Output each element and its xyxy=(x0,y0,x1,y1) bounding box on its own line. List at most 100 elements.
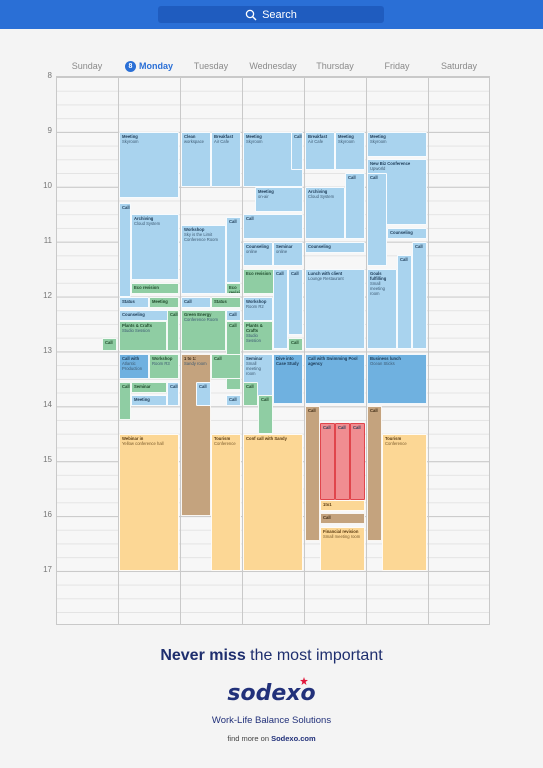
day-header-monday[interactable]: 8 Monday xyxy=(118,61,180,73)
calendar-event[interactable]: Meeting Skyroom xyxy=(367,131,427,157)
search-bar[interactable]: Search xyxy=(158,6,384,23)
calendar-event[interactable]: Business lunch Ocean Sticks xyxy=(367,354,427,404)
calendar-event[interactable]: Meeting xyxy=(149,296,179,308)
event-title: Financial revision xyxy=(323,529,359,535)
event-location: Studio Session xyxy=(122,328,150,334)
event-title: Breakfast xyxy=(308,133,328,139)
calendar-event[interactable]: Conf call with Sandy xyxy=(243,433,303,572)
top-bar: Search xyxy=(0,0,543,29)
calendar-event[interactable]: Call xyxy=(167,381,179,407)
calendar-event[interactable]: Call xyxy=(288,337,303,352)
event-location: Ocean Sticks xyxy=(370,361,395,367)
event-location: Cloud System xyxy=(134,221,161,227)
event-title: Call xyxy=(229,312,237,318)
calendar-event[interactable]: Eco revision xyxy=(226,282,241,294)
calendar-event[interactable]: Call xyxy=(367,173,387,267)
calendar-event[interactable]: 1to1 xyxy=(320,499,365,511)
calendar-event[interactable]: Counseling xyxy=(305,241,365,253)
calendar-event[interactable]: Seminar online xyxy=(273,241,303,267)
event-title: Archiving xyxy=(308,188,328,194)
calendar-event[interactable]: Meeting xyxy=(131,395,167,407)
day-header-saturday[interactable]: Saturday xyxy=(428,61,490,73)
day-header-wednesday[interactable]: Wednesday xyxy=(242,61,304,73)
calendar-event[interactable]: Financial revision Small meeting room xyxy=(320,527,365,572)
calendar-event[interactable]: Workshop Sky is the Limit Conference Room xyxy=(181,225,226,294)
calendar-event[interactable]: Call xyxy=(243,381,258,407)
event-title: Seminar xyxy=(246,356,263,362)
calendar-event[interactable]: Breakfast Air Cafe xyxy=(305,131,335,171)
calendar-event[interactable]: Call xyxy=(288,269,303,336)
calendar-event[interactable]: Archiving Cloud System xyxy=(305,186,345,239)
calendar-event[interactable]: Call xyxy=(243,214,303,239)
event-title: Call xyxy=(199,383,207,389)
calendar-event[interactable]: Call xyxy=(226,310,241,322)
calendar-event[interactable]: Call xyxy=(119,381,131,421)
calendar-event[interactable]: Call xyxy=(397,255,412,349)
event-title: Call xyxy=(229,397,237,403)
calendar-event[interactable]: Workshop Room R2 xyxy=(243,296,273,322)
calendar-event[interactable]: Green Energy Conference Room xyxy=(181,310,226,352)
calendar-event[interactable]: Call xyxy=(102,337,117,352)
calendar-event[interactable]: Call xyxy=(167,310,179,352)
calendar-event[interactable]: Call xyxy=(258,395,273,434)
day-header-tuesday[interactable]: Tuesday xyxy=(180,61,242,73)
event-title: Call xyxy=(323,424,331,430)
calendar-event[interactable]: Counseling xyxy=(387,227,427,239)
sodexo-logo: sodexo xyxy=(227,681,316,706)
calendar-event[interactable]: Plants & Crafts Studio Session xyxy=(119,321,167,352)
calendar-event[interactable]: Call xyxy=(119,203,131,297)
sodexo-link[interactable]: Sodexo.com xyxy=(271,734,316,743)
calendar-event[interactable]: Archiving Cloud System xyxy=(131,214,179,281)
event-location: on-air xyxy=(258,193,269,199)
calendar-event[interactable]: Call xyxy=(305,406,320,541)
calendar-event[interactable]: Meeting Skyroom xyxy=(335,131,365,171)
calendar-event[interactable]: 1 to 1: Sandy room xyxy=(181,354,211,517)
calendar-event[interactable]: Counseling online xyxy=(243,241,273,267)
calendar-event[interactable]: Call xyxy=(181,296,211,308)
calendar-event[interactable]: Tourism Conference xyxy=(211,433,241,572)
calendar-event[interactable]: Meeting on-air xyxy=(255,186,303,212)
calendar-event[interactable]: Call xyxy=(273,269,288,349)
event-location: Atlantic Production xyxy=(122,361,143,372)
event-title: Call with Swimming Pool agency xyxy=(308,356,358,367)
calendar-event[interactable]: Eco revision xyxy=(131,282,179,294)
day-header-thursday[interactable]: Thursday xyxy=(304,61,366,73)
event-title: Call xyxy=(261,397,269,403)
calendar-event[interactable]: Status xyxy=(119,296,149,308)
calendar-event[interactable]: Call xyxy=(412,241,427,349)
calendar-event[interactable]: Call xyxy=(320,422,335,500)
calendar-event[interactable]: Meeting Skyroom xyxy=(119,131,179,198)
event-location: Skyroom xyxy=(338,138,355,144)
calendar-event[interactable]: Seminar xyxy=(131,381,167,393)
event-title: Workshop xyxy=(184,227,205,233)
calendar-event[interactable]: Plants & Crafts Studio Session xyxy=(243,321,273,352)
calendar-event[interactable]: Call xyxy=(226,395,241,407)
calendar-event[interactable]: Call xyxy=(211,354,241,379)
search-icon xyxy=(245,9,257,20)
calendar-event[interactable]: Goals fulfilling Small meeting room xyxy=(367,269,397,349)
calendar-event[interactable]: Call xyxy=(345,173,365,239)
calendar-event[interactable]: Call xyxy=(226,216,241,283)
calendar-event[interactable]: Call xyxy=(350,422,365,500)
event-title: Meeting xyxy=(370,133,386,139)
calendar-event[interactable]: Call with Atlantic Production xyxy=(119,354,149,379)
calendar-event[interactable]: Breakfast Air Cafe xyxy=(211,131,241,187)
event-title: Meeting xyxy=(122,133,138,139)
day-header-friday[interactable]: Friday xyxy=(366,61,428,73)
calendar-event[interactable]: Call xyxy=(335,422,350,500)
day-header-sunday[interactable]: Sunday xyxy=(56,61,118,73)
calendar-event[interactable]: Webinar in Yellow conference hall xyxy=(119,433,179,572)
event-title: Meeting xyxy=(246,133,262,139)
calendar-event[interactable]: Call with Swimming Pool agency xyxy=(305,354,365,404)
calendar-event[interactable]: Tourism Conference xyxy=(382,433,427,572)
calendar-event[interactable]: Dive into Case Study xyxy=(273,354,303,404)
calendar-event[interactable]: Call xyxy=(367,406,382,541)
calendar-event[interactable]: Clean workspace xyxy=(181,131,211,187)
calendar-event[interactable]: Call xyxy=(196,381,211,407)
event-title: Call xyxy=(370,175,378,181)
calendar-event[interactable]: Lunch with client Lounge Restaurant xyxy=(305,269,365,349)
calendar-event[interactable]: Workshop Room R3 xyxy=(149,354,179,379)
calendar-event[interactable]: Status xyxy=(211,296,241,308)
calendar-event[interactable]: Call xyxy=(320,513,365,525)
calendar-event[interactable]: Call xyxy=(291,131,303,171)
